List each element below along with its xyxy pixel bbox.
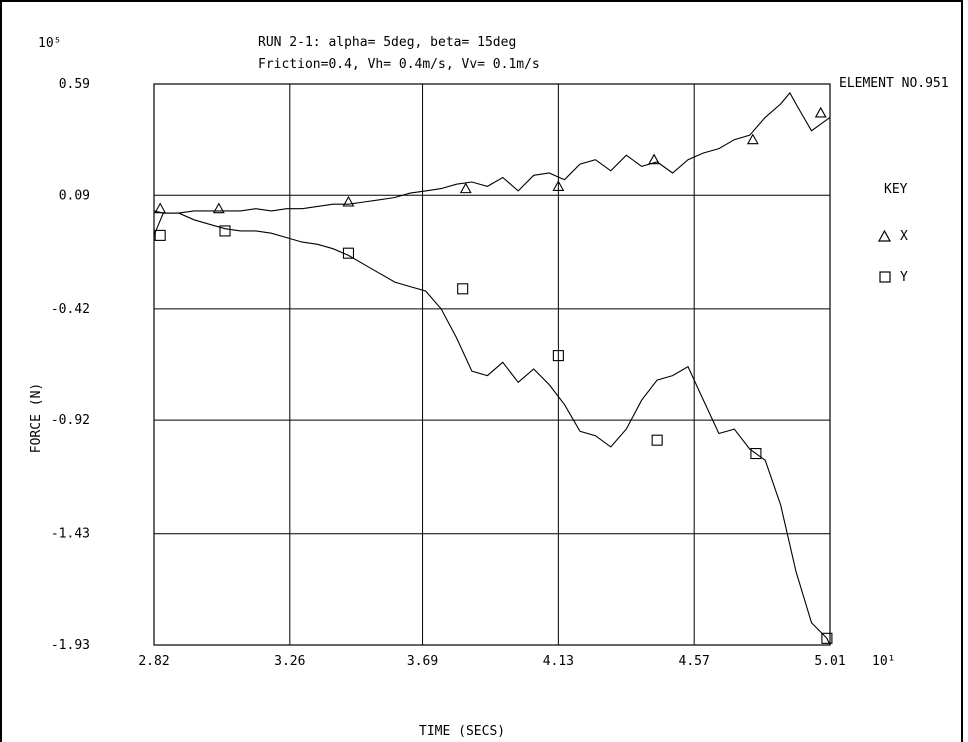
x-tick-label: 5.01 [814, 654, 845, 669]
legend-label-y: Y [900, 270, 908, 285]
y-tick-label: -0.42 [51, 302, 90, 317]
data-point-y [457, 283, 469, 295]
data-point-x [814, 106, 827, 118]
x-tick-label: 3.69 [407, 654, 438, 669]
x-axis-label: TIME (SECS) [419, 724, 505, 739]
data-point-y [342, 247, 355, 259]
data-point-y [219, 225, 231, 237]
data-point-x [212, 202, 225, 214]
data-point-x [459, 182, 472, 194]
x-multiplier: 10¹ [872, 654, 895, 669]
data-point-x [648, 153, 660, 165]
data-point-y [750, 447, 762, 460]
data-point-x [552, 180, 565, 191]
legend-item-x: X [877, 229, 908, 244]
triangle-marker-icon [877, 229, 892, 242]
y-tick-label: 0.09 [59, 188, 90, 203]
x-tick-label: 4.57 [679, 654, 710, 669]
data-point-x [746, 133, 759, 145]
square-marker-icon [879, 271, 891, 283]
legend-title: KEY [884, 182, 908, 197]
y-tick-label: 0.59 [59, 77, 90, 92]
plot-area-border [153, 83, 831, 646]
y-multiplier: 10⁵ [38, 36, 61, 51]
y-tick-label: -1.93 [51, 638, 90, 653]
y-tick-label: -0.92 [51, 413, 90, 428]
data-point-x [342, 195, 355, 207]
y-axis-label: FORCE (N) [29, 383, 44, 453]
x-tick-label: 2.82 [138, 654, 169, 669]
y-tick-label: -1.43 [51, 527, 90, 542]
x-tick-label: 3.26 [274, 654, 305, 669]
series-line-y [153, 212, 831, 646]
chart-title: RUN 2-1: alpha= 5deg, beta= 15deg [258, 35, 516, 50]
element-label: ELEMENT NO.951 [839, 76, 949, 91]
data-point-x [154, 202, 167, 214]
data-point-y [552, 350, 564, 362]
legend-item-y: Y [879, 270, 908, 285]
data-point-y [154, 229, 166, 241]
data-point-y [651, 434, 663, 446]
data-point-y [821, 632, 833, 644]
x-tick-label: 4.13 [543, 654, 574, 669]
chart-subtitle: Friction=0.4, Vh= 0.4m/s, Vv= 0.1m/s [258, 57, 540, 72]
legend-label-x: X [900, 229, 908, 244]
series-line-x [153, 91, 831, 214]
